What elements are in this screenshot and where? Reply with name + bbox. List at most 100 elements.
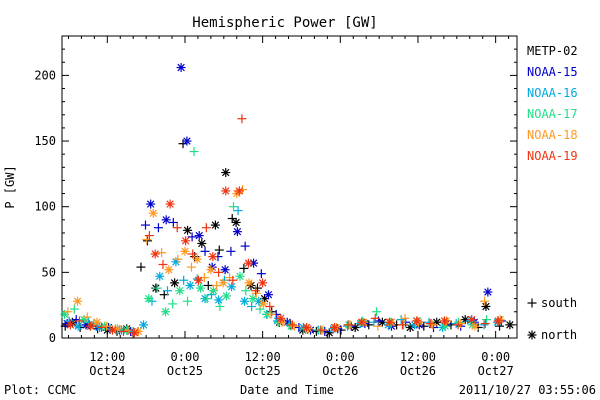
data-point-noaa-19 — [440, 316, 450, 326]
mark-stroke — [73, 297, 82, 305]
data-point-noaa-19 — [453, 320, 463, 330]
data-point-noaa-19 — [425, 319, 435, 329]
mark-stroke — [186, 281, 194, 290]
data-point-noaa-18 — [186, 262, 196, 272]
data-point-noaa-16 — [396, 315, 406, 325]
x-tick-date: Oct26 — [400, 364, 436, 378]
mark-stroke — [222, 168, 230, 177]
legend-item: NOAA-15 — [527, 65, 578, 79]
symbol-legend: south north — [527, 296, 577, 342]
data-point-noaa-19 — [107, 325, 117, 335]
data-point-noaa-18 — [180, 246, 190, 256]
data-point-noaa-19 — [96, 322, 106, 332]
mark-stroke — [249, 294, 257, 303]
mark-stroke — [181, 247, 189, 256]
data-point-noaa-17 — [189, 147, 199, 157]
data-point-metp-02 — [136, 262, 146, 272]
data-point-noaa-15 — [232, 227, 242, 237]
mark-stroke — [235, 187, 244, 195]
data-point-noaa-19 — [228, 275, 238, 285]
mark-stroke — [181, 237, 190, 245]
data-point-noaa-19 — [237, 114, 247, 124]
mark-stroke — [113, 325, 122, 333]
data-point-noaa-19 — [129, 328, 139, 338]
data-point-noaa-17 — [255, 304, 265, 314]
footer-timestamp: 2011/10/27 03:55:06 — [459, 383, 596, 397]
data-point-noaa-17 — [161, 307, 171, 317]
y-tick-label: 50 — [42, 265, 56, 279]
data-point-noaa-19 — [251, 286, 261, 296]
data-point-noaa-17 — [69, 304, 79, 314]
data-point-noaa-16 — [155, 271, 165, 281]
x-tick-label: 0:00 — [171, 350, 200, 364]
legend-item: NOAA-16 — [527, 86, 578, 100]
mark-stroke — [278, 318, 286, 326]
mark-stroke — [183, 137, 191, 145]
data-point-noaa-15 — [168, 217, 178, 227]
y-tick-label: 200 — [34, 68, 56, 82]
data-point-noaa-19 — [384, 317, 394, 327]
mark-stroke — [264, 290, 273, 299]
data-point-noaa-16 — [214, 295, 224, 305]
mark-stroke — [240, 297, 249, 305]
data-point-metp-02 — [505, 320, 515, 330]
mark-stroke — [255, 297, 263, 305]
data-point-noaa-15 — [176, 63, 186, 73]
data-point-noaa-19 — [194, 275, 204, 285]
chart-title: Hemispheric Power [GW] — [192, 15, 377, 31]
x-tick-date: Oct26 — [322, 364, 358, 378]
x-tick-label: 0:00 — [326, 350, 355, 364]
mark-stroke — [222, 187, 230, 195]
x-tick-label: 12:00 — [245, 350, 281, 364]
data-point-noaa-16 — [179, 275, 189, 285]
data-point-noaa-19 — [480, 319, 490, 329]
data-point-metp-02 — [214, 245, 224, 255]
x-tick-date: Oct25 — [245, 364, 281, 378]
data-point-noaa-18 — [244, 278, 254, 288]
mark-stroke — [440, 317, 449, 325]
data-point-metp-02 — [227, 214, 237, 224]
mark-stroke — [209, 252, 217, 261]
mark-stroke — [494, 317, 502, 325]
data-point-noaa-15 — [187, 232, 197, 242]
data-point-metp-02 — [495, 321, 505, 331]
mark-stroke — [385, 318, 394, 326]
data-point-noaa-19 — [201, 223, 211, 233]
data-point-noaa-19 — [276, 313, 286, 323]
data-point-metp-02 — [203, 280, 213, 290]
data-point-noaa-15 — [161, 215, 171, 225]
mark-stroke — [161, 308, 170, 316]
data-point-noaa-17 — [221, 291, 231, 301]
mark-stroke — [227, 283, 236, 291]
data-point-noaa-18 — [480, 296, 490, 306]
data-point-noaa-19 — [158, 259, 168, 269]
data-point-noaa-19 — [208, 252, 218, 262]
data-point-noaa-19 — [172, 223, 182, 233]
mark-stroke — [302, 323, 311, 332]
mark-stroke — [209, 287, 218, 295]
data-point-noaa-18 — [289, 321, 299, 331]
mark-stroke — [484, 288, 492, 296]
legend-item: NOAA-19 — [527, 149, 578, 163]
data-point-noaa-16 — [233, 206, 243, 216]
data-point-noaa-16 — [227, 282, 237, 292]
data-point-noaa-15 — [226, 246, 236, 256]
mark-stroke — [233, 227, 242, 236]
data-point-noaa-17 — [202, 294, 212, 304]
data-point-metp-02 — [239, 263, 249, 273]
data-point-noaa-19 — [302, 322, 312, 332]
data-point-metp-02 — [221, 168, 231, 178]
mark-stroke — [259, 300, 268, 308]
data-point-metp-02 — [170, 278, 180, 288]
mark-stroke — [351, 323, 359, 332]
mark-stroke — [244, 259, 253, 267]
mark-stroke — [156, 272, 164, 281]
data-point-metp-02 — [231, 217, 241, 227]
mark-stroke — [74, 322, 82, 330]
mark-stroke — [151, 250, 159, 258]
data-point-noaa-18 — [218, 278, 228, 288]
data-point-noaa-17 — [372, 307, 382, 317]
legend-symbol-south — [527, 298, 537, 308]
data-point-noaa-17 — [229, 202, 239, 212]
